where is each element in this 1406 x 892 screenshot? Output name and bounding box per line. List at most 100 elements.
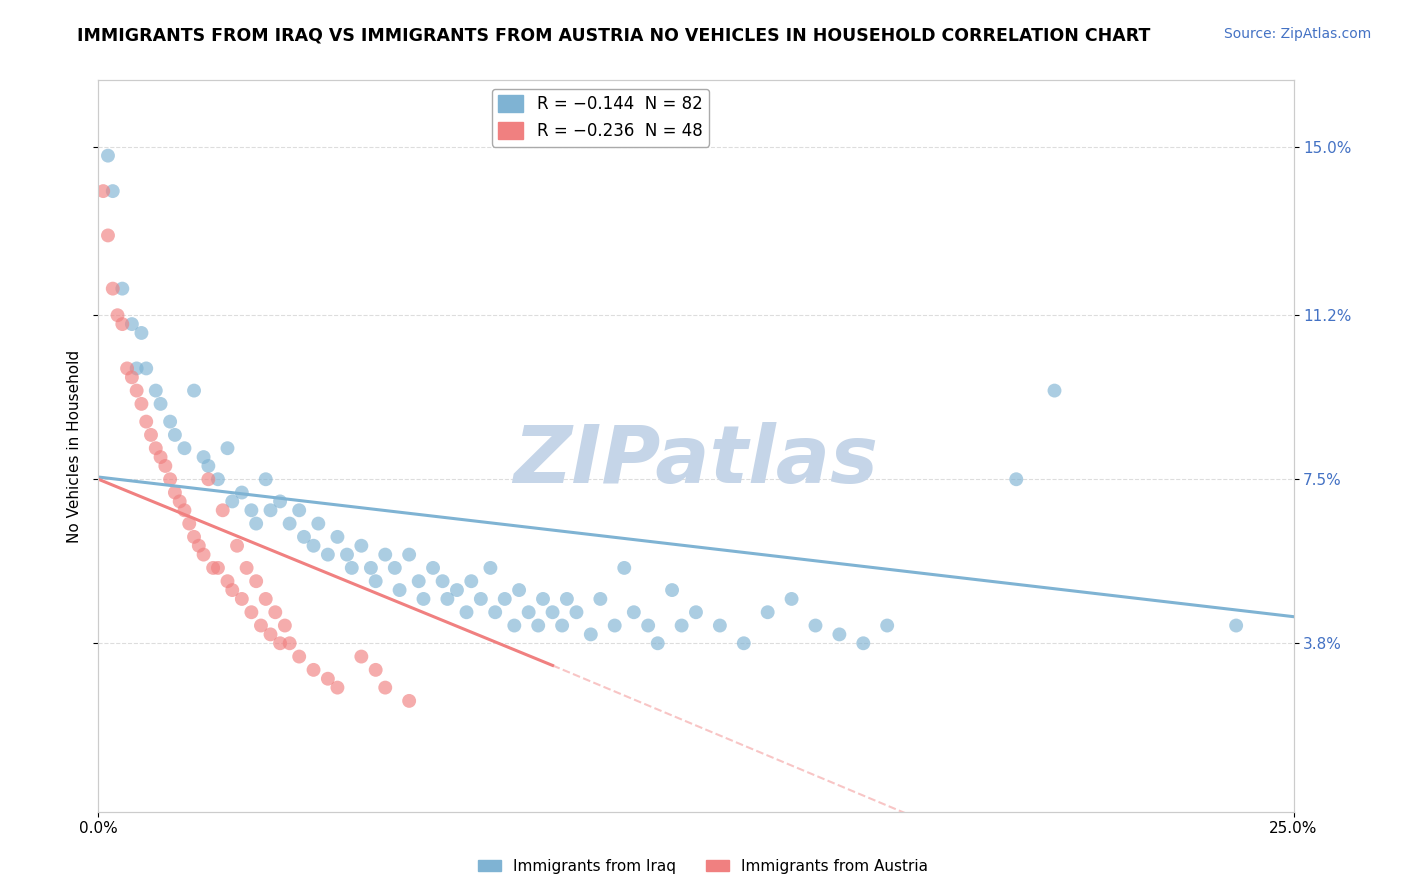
Point [169, 494, 191, 508]
Point [302, 539, 325, 553]
Point [231, 591, 253, 606]
Point [145, 384, 167, 398]
Point [1005, 472, 1028, 486]
Point [211, 503, 233, 517]
Point [685, 605, 707, 619]
Point [115, 361, 138, 376]
Point [733, 636, 755, 650]
Point [226, 539, 249, 553]
Point [541, 605, 564, 619]
Point [145, 441, 167, 455]
Point [235, 561, 257, 575]
Point [278, 636, 301, 650]
Point [121, 317, 143, 331]
Point [364, 574, 387, 589]
Text: Source: ZipAtlas.com: Source: ZipAtlas.com [1223, 27, 1371, 41]
Legend: Immigrants from Iraq, Immigrants from Austria: Immigrants from Iraq, Immigrants from Au… [471, 853, 935, 880]
Point [197, 472, 219, 486]
Point [207, 472, 229, 486]
Point [307, 516, 329, 531]
Y-axis label: No Vehicles in Household: No Vehicles in Household [66, 350, 82, 542]
Point [173, 441, 195, 455]
Point [159, 472, 181, 486]
Point [111, 282, 134, 296]
Point [97, 228, 120, 243]
Point [508, 583, 530, 598]
Point [269, 494, 291, 508]
Point [207, 561, 229, 575]
Point [193, 450, 215, 464]
Point [197, 458, 219, 473]
Point [264, 605, 287, 619]
Point [149, 397, 172, 411]
Point [637, 618, 659, 632]
Point [852, 636, 875, 650]
Point [374, 548, 396, 562]
Point [125, 384, 148, 398]
Point [360, 561, 382, 575]
Point [709, 618, 731, 632]
Point [579, 627, 602, 641]
Point [336, 548, 359, 562]
Point [269, 636, 291, 650]
Point [388, 583, 411, 598]
Point [302, 663, 325, 677]
Point [494, 591, 516, 606]
Point [623, 605, 645, 619]
Point [131, 397, 153, 411]
Point [326, 681, 349, 695]
Point [139, 428, 162, 442]
Point [221, 583, 243, 598]
Point [254, 472, 277, 486]
Point [470, 591, 492, 606]
Point [202, 561, 225, 575]
Point [350, 539, 373, 553]
Point [107, 308, 129, 322]
Point [111, 317, 134, 331]
Point [828, 627, 851, 641]
Point [250, 618, 273, 632]
Point [221, 494, 243, 508]
Point [613, 561, 636, 575]
Text: ZIPatlas: ZIPatlas [513, 422, 879, 500]
Point [350, 649, 373, 664]
Point [436, 591, 458, 606]
Legend: R = −0.144  N = 82, R = −0.236  N = 48: R = −0.144 N = 82, R = −0.236 N = 48 [492, 88, 709, 146]
Point [217, 574, 239, 589]
Point [231, 485, 253, 500]
Point [183, 384, 205, 398]
Point [479, 561, 502, 575]
Point [661, 583, 683, 598]
Point [565, 605, 588, 619]
Point [173, 503, 195, 517]
Point [131, 326, 153, 340]
Point [374, 681, 396, 695]
Point [1043, 384, 1066, 398]
Point [603, 618, 626, 632]
Point [316, 672, 339, 686]
Point [125, 361, 148, 376]
Point [503, 618, 526, 632]
Point [274, 618, 297, 632]
Point [288, 649, 311, 664]
Point [326, 530, 349, 544]
Point [288, 503, 311, 517]
Point [217, 441, 239, 455]
Point [101, 184, 124, 198]
Point [527, 618, 550, 632]
Point [187, 539, 209, 553]
Point [671, 618, 693, 632]
Point [1225, 618, 1247, 632]
Point [517, 605, 540, 619]
Point [121, 370, 143, 384]
Text: IMMIGRANTS FROM IRAQ VS IMMIGRANTS FROM AUSTRIA NO VEHICLES IN HOUSEHOLD CORRELA: IMMIGRANTS FROM IRAQ VS IMMIGRANTS FROM … [77, 27, 1150, 45]
Point [135, 361, 157, 376]
Point [245, 574, 267, 589]
Point [756, 605, 779, 619]
Point [159, 415, 181, 429]
Point [780, 591, 803, 606]
Point [364, 663, 387, 677]
Point [97, 148, 120, 162]
Point [163, 485, 186, 500]
Point [412, 591, 434, 606]
